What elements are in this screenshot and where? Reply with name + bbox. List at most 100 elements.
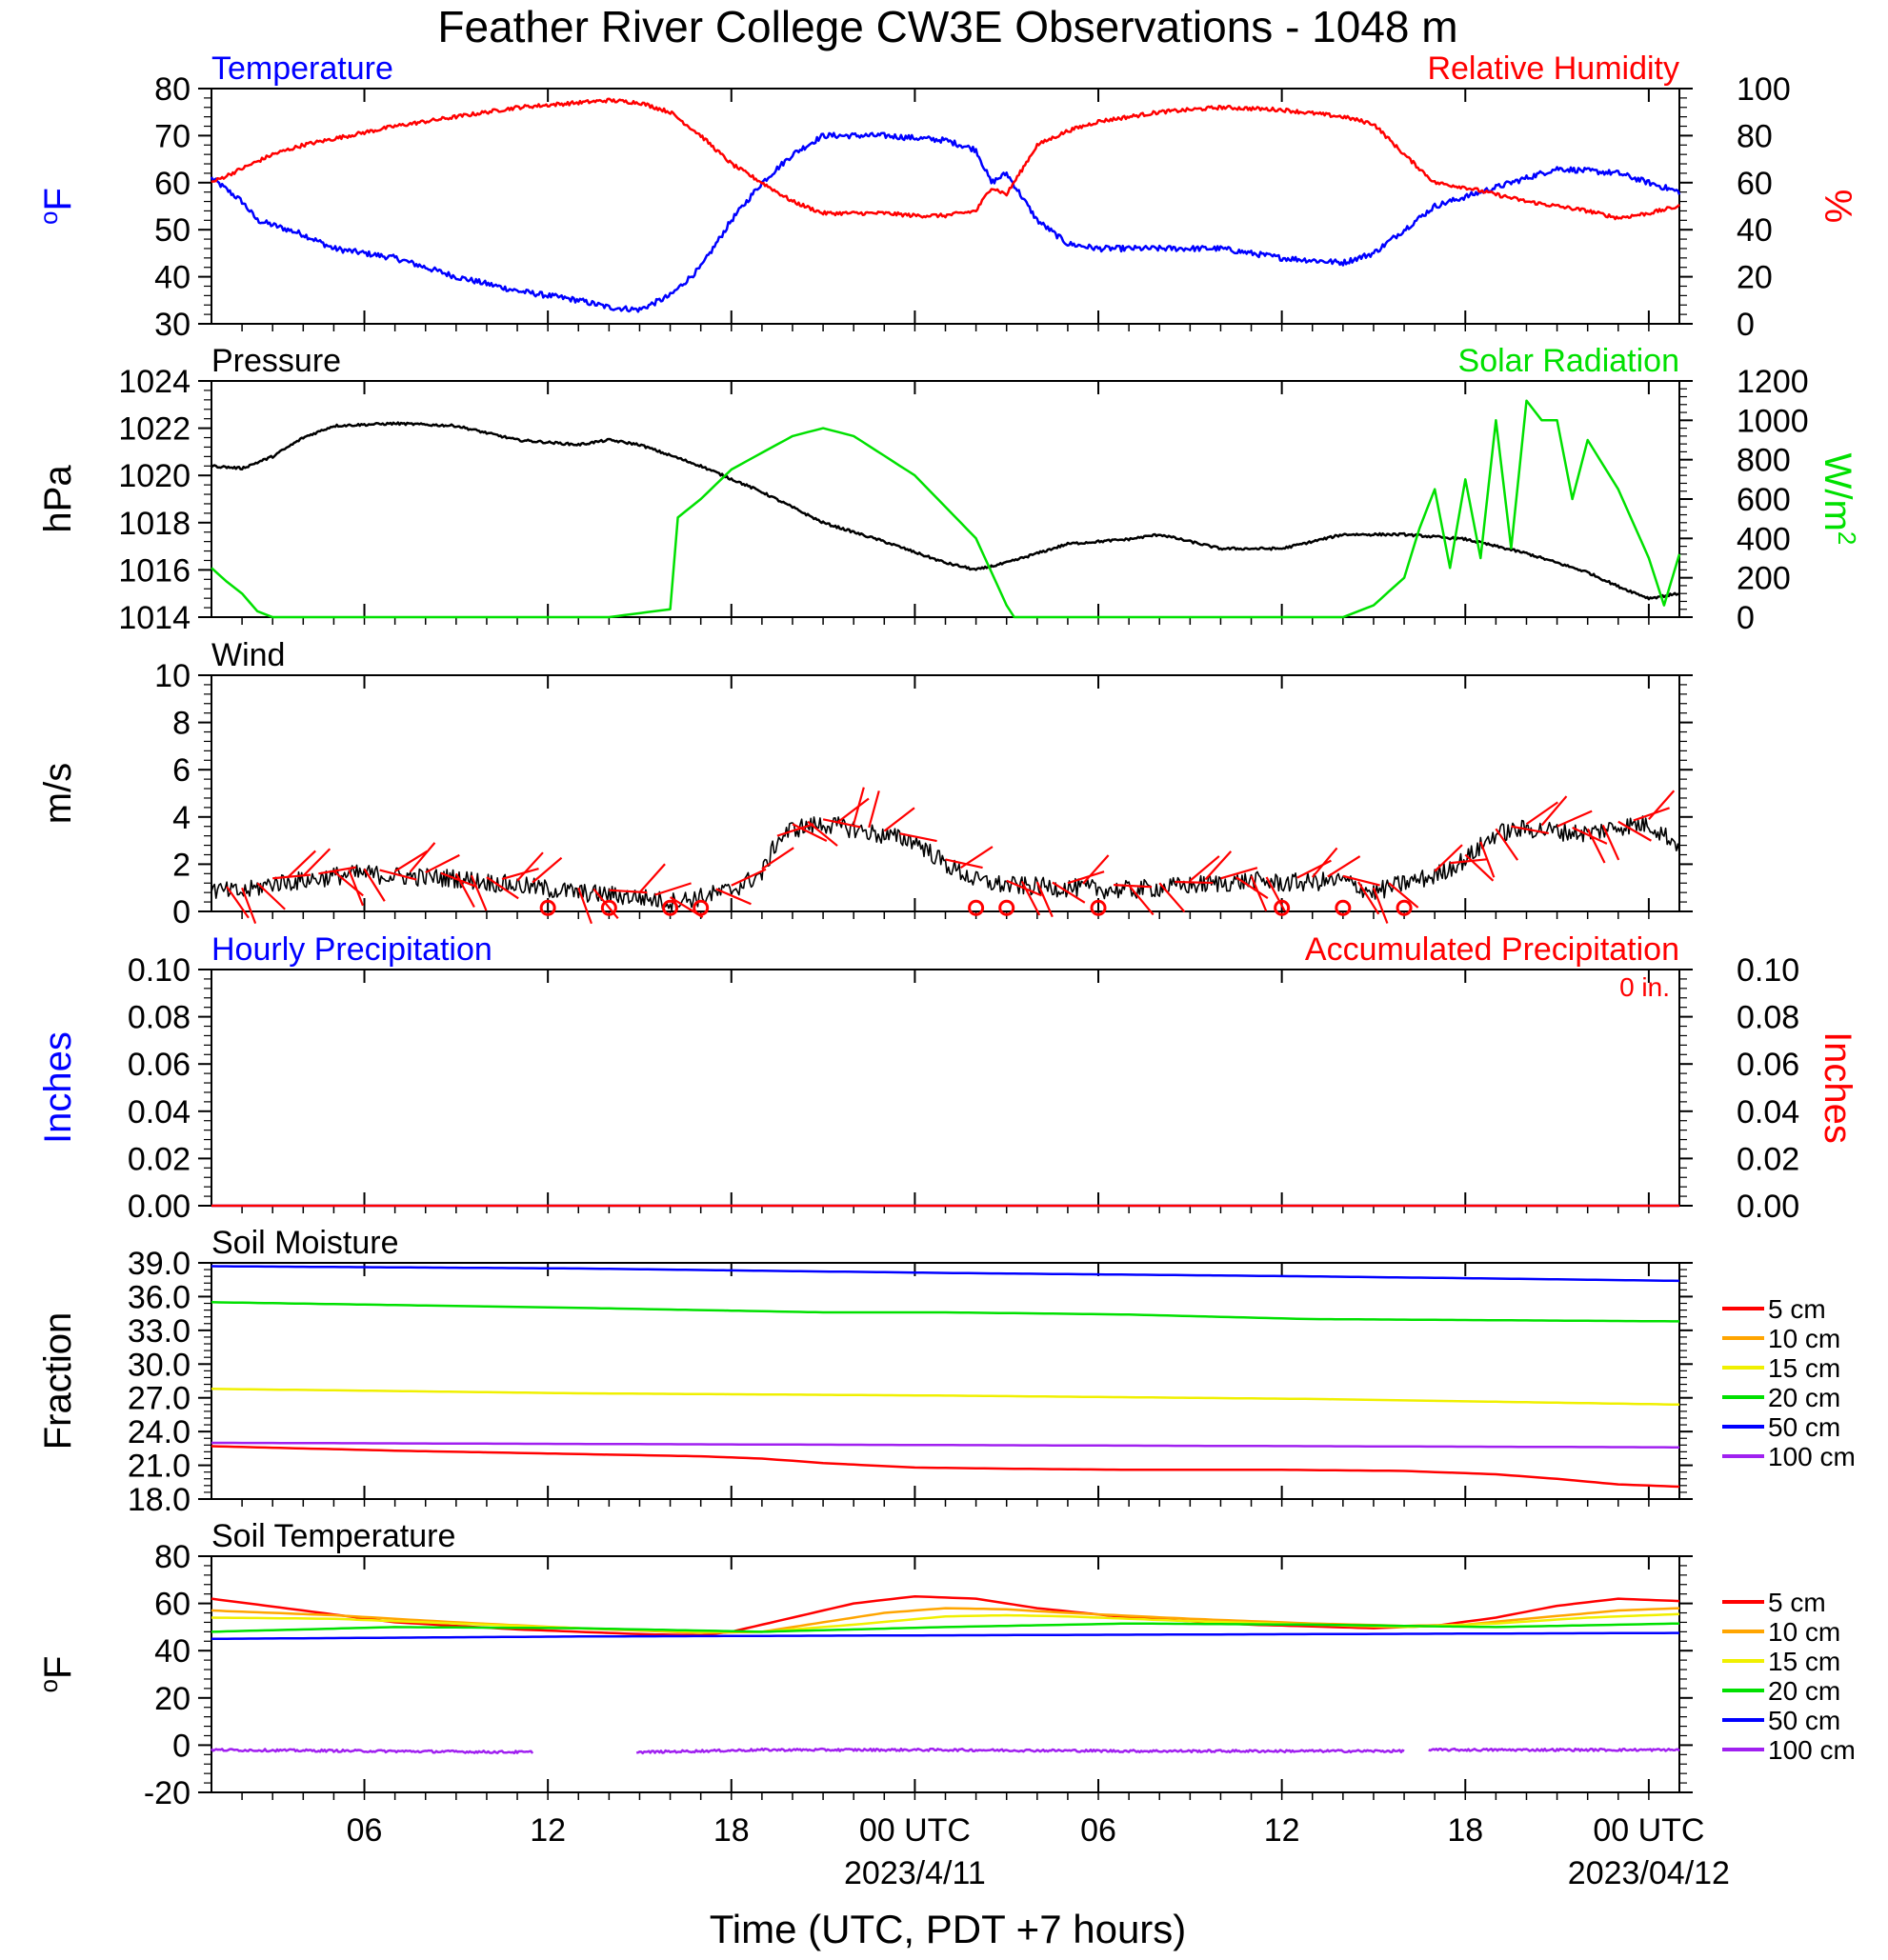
panel-1: 30 40 50 60 70 80 0 20 40 60 80 100 Temperature Relat… (34, 50, 1858, 343)
right-axis-unit: Inches (1817, 1031, 1858, 1144)
y-right-tick-label: 0.00 (1737, 1189, 1799, 1225)
y-right-tick-label: 600 (1737, 482, 1791, 518)
wind-barb (1052, 881, 1086, 904)
y-tick-label: 0.06 (128, 1047, 191, 1083)
x-axis-labels: 06 12 18 00 UTC 2023/4/11 06 12 18 00 UTC 2023/04… (347, 1812, 1730, 1891)
wind-barb (1189, 855, 1220, 882)
series-line-1 (211, 1445, 1680, 1489)
y-tick-label: 10 (154, 658, 191, 694)
wind-barb (807, 820, 838, 847)
accumulated-total-label: 0 in. (1619, 972, 1670, 1002)
y-tick-label: 1024 (118, 364, 191, 400)
y-tick-label: 1014 (118, 600, 191, 636)
wind-barb (1250, 875, 1268, 912)
y-tick-label: -20 (144, 1775, 191, 1811)
legend-label: 100 cm (1768, 1442, 1856, 1471)
wind-barb (1235, 876, 1269, 899)
y-right-tick-label: 0 (1737, 600, 1755, 636)
series-line-4 (211, 1388, 1680, 1407)
calm-wind-marker (968, 899, 985, 916)
y-tick-label: 39.0 (128, 1246, 191, 1282)
y-right-tick-label: 0.04 (1737, 1094, 1799, 1130)
x-tick-label: 06 (1080, 1812, 1116, 1849)
x-axis-title: Time (UTC, PDT +7 hours) (710, 1907, 1187, 1951)
y-right-tick-label: 1200 (1737, 364, 1809, 400)
series-line-4 (211, 1622, 1680, 1633)
panel-3: 0 2 4 6 8 10 Wind m/s (37, 637, 1693, 930)
calm-wind-marker (1335, 899, 1352, 916)
wind-barb (1495, 828, 1519, 861)
y-tick-label: 33.0 (128, 1313, 191, 1350)
wind-barb (348, 870, 364, 907)
wind-barb (638, 863, 666, 893)
wind-barb (1464, 853, 1495, 882)
y-tick-label: 0.04 (128, 1094, 191, 1130)
wind-barb (1434, 844, 1463, 872)
x-tick-label: 12 (530, 1812, 566, 1849)
wind-barb (731, 868, 767, 887)
wind-barb (1204, 850, 1233, 881)
wind-barb (1220, 867, 1258, 880)
panel-left-title: Wind (211, 637, 285, 673)
wind-barb (470, 874, 488, 911)
wind-barb (1356, 881, 1380, 915)
wind-barb (318, 866, 356, 875)
wind-barb (654, 882, 692, 896)
panel-right-title: Accumulated Precipitation (1305, 931, 1679, 968)
calm-wind-marker (600, 899, 617, 916)
y-right-tick-label: 0.10 (1737, 952, 1799, 989)
y-tick-label: 21.0 (128, 1449, 191, 1485)
wind-barb (1067, 870, 1105, 885)
y-tick-label: 6 (172, 752, 191, 789)
panel-right-title: Solar Radiation (1458, 343, 1679, 379)
wind-barb (959, 846, 994, 870)
panel-right-title: Relative Humidity (1427, 50, 1679, 87)
legend-label: 5 cm (1768, 1294, 1826, 1324)
y-right-tick-label: 100 (1737, 71, 1791, 108)
y-right-tick-label: 0.02 (1737, 1141, 1799, 1177)
x-tick-label: 00 UTC (859, 1812, 971, 1849)
series-line-2 (211, 97, 1680, 221)
calm-wind-marker (662, 899, 679, 916)
y-right-tick-label: 400 (1737, 521, 1791, 557)
panel-5: 18.021.024.027.030.033.036.039.0 Soil Moi… (37, 1225, 1856, 1518)
wind-barb (853, 787, 865, 825)
panel-left-title: Pressure (211, 343, 341, 379)
y-right-tick-label: 800 (1737, 443, 1791, 479)
wind-barb (1296, 859, 1332, 879)
wind-barb (1327, 855, 1361, 878)
x-date-label: 2023/04/12 (1568, 1855, 1730, 1891)
y-tick-label: 50 (154, 212, 191, 249)
y-tick-label: 0 (172, 1728, 191, 1764)
wind-barb (1311, 847, 1338, 878)
wind-barb (715, 888, 752, 906)
x-tick-label: 06 (347, 1812, 383, 1849)
legend-label: 10 cm (1768, 1617, 1840, 1647)
wind-barb (1572, 826, 1608, 845)
wind-barb (425, 853, 460, 874)
y-tick-label: 0.08 (128, 1000, 191, 1036)
y-tick-label: 36.0 (128, 1279, 191, 1315)
y-tick-label: 18.0 (128, 1482, 191, 1518)
panel-4: 0.00 0.02 0.04 0.06 0.08 0.10 0.00 0.02 0.04 0.06… (37, 931, 1858, 1225)
wind-barb (1450, 858, 1489, 865)
y-tick-label: 40 (154, 260, 191, 296)
calm-wind-marker (998, 899, 1015, 916)
y-tick-label: 80 (154, 1539, 191, 1575)
series-line-1 (211, 815, 1680, 911)
calm-wind-marker (1090, 899, 1107, 916)
y-tick-label: 4 (172, 800, 191, 836)
y-tick-label: 30.0 (128, 1347, 191, 1383)
figure-title: Feather River College CW3E Observations … (437, 2, 1457, 51)
y-right-tick-label: 60 (1737, 166, 1773, 202)
y-tick-label: 0 (172, 894, 191, 930)
wind-barb (1586, 828, 1606, 864)
series-line-5 (211, 1631, 1679, 1641)
wind-barb (1082, 854, 1110, 885)
y-right-tick-label: 20 (1737, 260, 1773, 296)
series-line-3 (211, 1301, 1679, 1323)
y-tick-label: 1018 (118, 506, 191, 542)
y-right-tick-label: 40 (1737, 212, 1773, 249)
